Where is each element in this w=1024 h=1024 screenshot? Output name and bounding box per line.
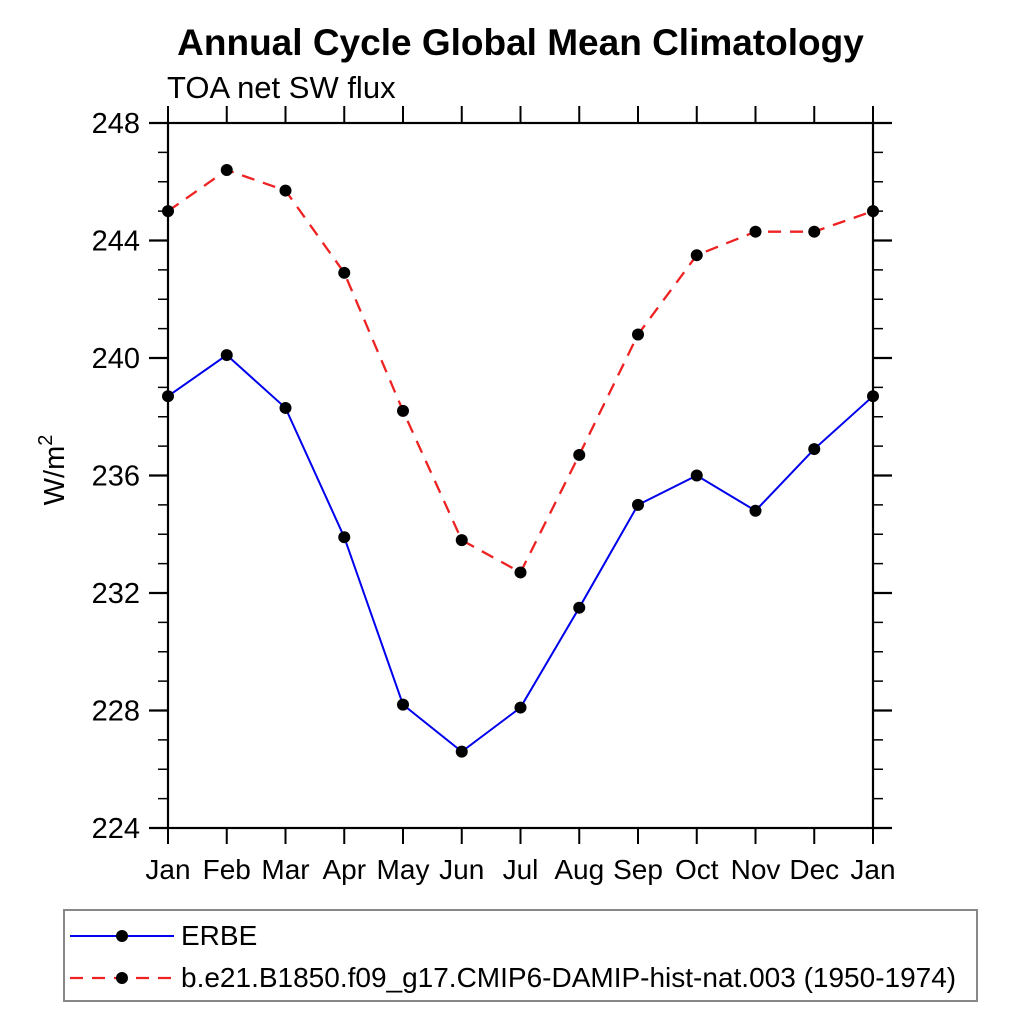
data-point-series-0 <box>749 504 762 517</box>
x-axis-tick-label: Jan <box>145 854 190 885</box>
chart-subtitle: TOA net SW flux <box>167 70 396 105</box>
x-axis-tick-label: Apr <box>322 854 366 885</box>
legend-line-sample-model <box>70 972 174 984</box>
legend-item-erbe: ERBE <box>70 916 257 956</box>
y-axis-tick-label: 240 <box>92 343 140 375</box>
y-axis-tick-label: 228 <box>92 696 140 728</box>
data-point-series-1 <box>455 534 468 547</box>
data-point-series-1 <box>397 404 409 417</box>
axis-frame <box>166 121 875 830</box>
x-axis-tick-label: Sep <box>613 854 663 885</box>
y-axis-tick-label: 244 <box>92 226 140 258</box>
legend-marker-0 <box>116 930 128 942</box>
data-point-series-1 <box>632 328 644 341</box>
data-point-series-0 <box>514 701 527 714</box>
x-axis-tick-label: Mar <box>261 854 309 885</box>
series-line-1 <box>167 168 874 575</box>
legend: ERBE b.e21.B1850.f09_g17.CMIP6-DAMIP-his… <box>63 909 978 1002</box>
x-axis-tick-label: Oct <box>675 854 719 885</box>
data-point-series-0 <box>162 390 174 403</box>
data-point-series-0 <box>220 349 233 362</box>
y-axis-tick-label: 232 <box>92 578 140 610</box>
legend-label-model: b.e21.B1850.f09_g17.CMIP6-DAMIP-hist-nat… <box>181 962 957 993</box>
y-axis-tick-label: 248 <box>92 108 140 140</box>
y-axis-title: W/m2 <box>35 435 71 506</box>
x-axis-tick-label: Jan <box>850 854 895 885</box>
data-point-series-1 <box>279 184 292 197</box>
x-axis-tick-label: Dec <box>789 854 839 885</box>
data-point-series-1 <box>338 266 351 279</box>
data-point-series-0 <box>338 531 351 544</box>
data-point-series-1 <box>162 205 174 218</box>
x-axis-tick-label: Feb <box>203 854 251 885</box>
data-point-series-0 <box>573 601 586 614</box>
data-point-series-0 <box>867 390 879 403</box>
legend-label-erbe: ERBE <box>181 920 258 951</box>
chart-title: Annual Cycle Global Mean Climatology <box>177 22 864 63</box>
x-axis-tick-label: May <box>377 854 430 885</box>
legend-item-model: b.e21.B1850.f09_g17.CMIP6-DAMIP-hist-nat… <box>70 958 956 998</box>
data-point-series-1 <box>220 164 233 176</box>
y-axis-tick-label: 224 <box>92 813 140 845</box>
data-point-series-1 <box>690 249 703 262</box>
x-axis-tick-label: Jun <box>439 854 484 885</box>
data-point-series-1 <box>573 448 586 461</box>
y-axis-tick-label: 236 <box>92 461 140 493</box>
data-point-series-0 <box>690 469 703 482</box>
data-point-series-0 <box>632 498 644 511</box>
data-point-series-1 <box>749 225 762 238</box>
legend-marker-1 <box>116 972 128 984</box>
legend-line-sample-erbe <box>70 930 174 942</box>
data-point-series-1 <box>514 566 527 579</box>
x-axis-tick-label: Jul <box>503 854 539 885</box>
data-point-series-1 <box>808 225 821 238</box>
data-point-series-0 <box>397 698 409 711</box>
series-line-0 <box>167 353 874 753</box>
x-axis-tick-label: Aug <box>554 854 604 885</box>
x-axis-tick-label: Nov <box>731 854 781 885</box>
data-point-series-0 <box>455 745 468 758</box>
data-point-series-0 <box>279 401 292 414</box>
data-point-series-0 <box>808 443 821 456</box>
data-point-series-1 <box>867 205 879 218</box>
